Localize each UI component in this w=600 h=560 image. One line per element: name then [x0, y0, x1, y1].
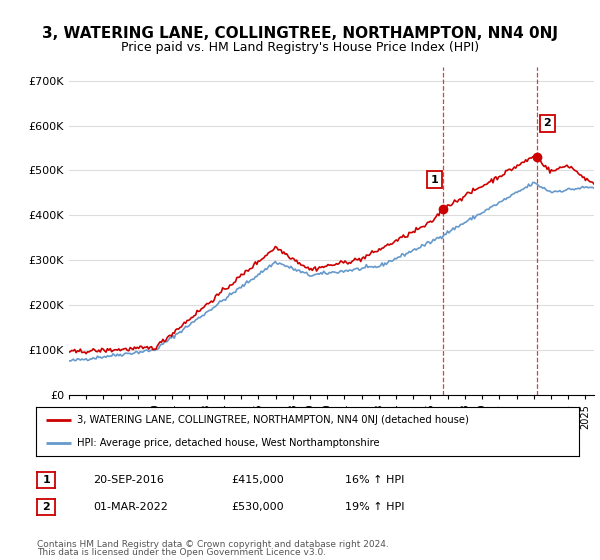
Text: 1: 1	[431, 175, 439, 185]
Text: HPI: Average price, detached house, West Northamptonshire: HPI: Average price, detached house, West…	[77, 438, 379, 448]
Text: This data is licensed under the Open Government Licence v3.0.: This data is licensed under the Open Gov…	[37, 548, 326, 557]
Text: 2: 2	[43, 502, 50, 512]
Text: Price paid vs. HM Land Registry's House Price Index (HPI): Price paid vs. HM Land Registry's House …	[121, 41, 479, 54]
Text: 16% ↑ HPI: 16% ↑ HPI	[345, 475, 404, 485]
Text: 20-SEP-2016: 20-SEP-2016	[93, 475, 164, 485]
Text: 1: 1	[43, 475, 50, 485]
Text: £530,000: £530,000	[231, 502, 284, 512]
Text: 19% ↑ HPI: 19% ↑ HPI	[345, 502, 404, 512]
Text: 2: 2	[544, 118, 551, 128]
Text: £415,000: £415,000	[231, 475, 284, 485]
Text: Contains HM Land Registry data © Crown copyright and database right 2024.: Contains HM Land Registry data © Crown c…	[37, 540, 389, 549]
Text: 3, WATERING LANE, COLLINGTREE, NORTHAMPTON, NN4 0NJ: 3, WATERING LANE, COLLINGTREE, NORTHAMPT…	[42, 26, 558, 41]
Text: 3, WATERING LANE, COLLINGTREE, NORTHAMPTON, NN4 0NJ (detached house): 3, WATERING LANE, COLLINGTREE, NORTHAMPT…	[77, 416, 469, 426]
Text: 01-MAR-2022: 01-MAR-2022	[93, 502, 168, 512]
